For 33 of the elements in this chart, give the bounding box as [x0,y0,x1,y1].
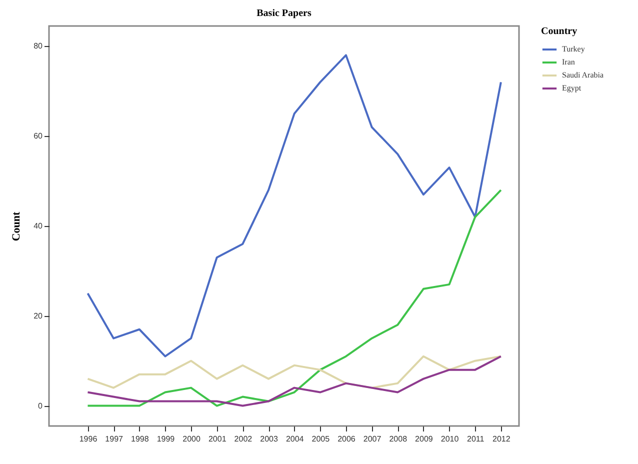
x-tick-label: 2002 [234,434,253,444]
x-tick-label: 2007 [363,434,382,444]
x-tick-label: 2006 [338,434,356,444]
line-series [86,189,502,407]
x-tick-label: 2009 [415,434,434,444]
y-tick-label: 40 [34,222,44,230]
y-axis-title: Count [10,211,23,242]
legend-label: Iran [562,58,575,66]
x-tick-label: 1997 [105,434,124,444]
x-tick-label: 2004 [286,434,304,444]
legend-label: Saudi Arabia [562,70,604,80]
legend-title: Country [541,26,578,37]
chart-title: Basic Papers [256,8,312,19]
legend-label: Egypt [562,84,582,92]
line-series [86,54,502,358]
x-tick-label: 2008 [389,434,408,444]
line-series [86,355,502,407]
y-tick-label: 60 [34,132,44,141]
y-tick-label: 0 [38,401,44,410]
x-tick-label: 2012 [492,434,511,444]
x-tick-label: 1999 [156,434,176,444]
legend-label: Turkey [562,44,585,54]
y-tick-label: 20 [34,311,44,320]
y-tick-label: 80 [34,42,44,51]
line-series [86,355,502,389]
x-tick-label: 1998 [130,434,150,444]
x-tick-label: 2003 [260,434,278,444]
x-tick-label: 2005 [312,434,330,444]
x-tick-label: 1996 [79,434,98,444]
x-tick-label: 2011 [466,434,485,444]
x-tick-label: 2010 [440,434,460,444]
x-tick-label: 2001 [208,434,227,444]
x-tick-label: 2000 [182,434,201,444]
